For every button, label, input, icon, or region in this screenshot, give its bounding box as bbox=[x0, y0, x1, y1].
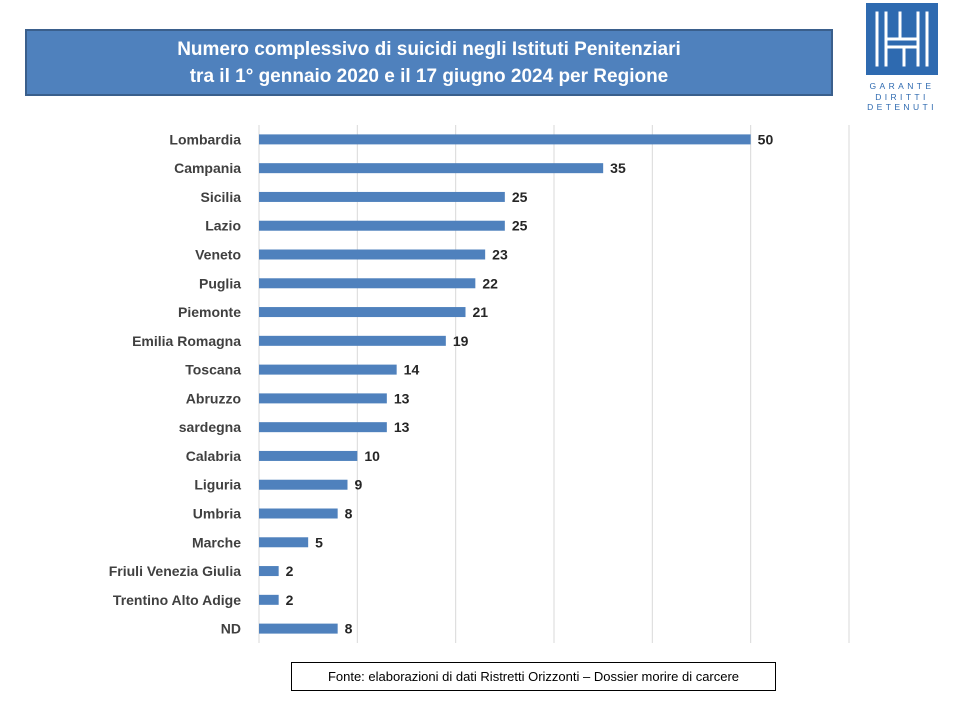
data-label: 2 bbox=[286, 592, 294, 608]
bar bbox=[259, 220, 505, 231]
data-label: 50 bbox=[758, 131, 774, 147]
bar bbox=[259, 623, 338, 634]
data-label: 35 bbox=[610, 160, 626, 176]
category-label: ND bbox=[221, 621, 241, 637]
bar bbox=[259, 307, 466, 318]
bar bbox=[259, 479, 348, 490]
bar bbox=[259, 191, 505, 202]
category-label: Friuli Venezia Giulia bbox=[109, 563, 241, 579]
data-label: 25 bbox=[512, 218, 528, 234]
bar bbox=[259, 278, 476, 289]
category-label: Puglia bbox=[199, 275, 241, 291]
data-label: 5 bbox=[315, 534, 323, 550]
data-label: 25 bbox=[512, 189, 528, 205]
category-label: Sicilia bbox=[201, 189, 242, 205]
chart-title-line-1: Numero complessivo di suicidi negli Isti… bbox=[177, 38, 681, 60]
logo-text-line-3: DETENUTI bbox=[867, 102, 937, 112]
bar bbox=[259, 450, 358, 461]
data-label: 8 bbox=[345, 506, 353, 522]
category-label: Calabria bbox=[186, 448, 241, 464]
category-label: Abruzzo bbox=[186, 390, 241, 406]
bar bbox=[259, 422, 387, 433]
data-label: 9 bbox=[355, 477, 363, 493]
category-label: Umbria bbox=[193, 506, 241, 522]
category-label: Lazio bbox=[205, 218, 241, 234]
logo-text-line-1: GARANTE bbox=[869, 81, 935, 91]
bar bbox=[259, 566, 279, 577]
category-label: Emilia Romagna bbox=[132, 333, 241, 349]
logo-text-line-2: DIRITTI bbox=[875, 91, 929, 102]
logo-emblem bbox=[866, 3, 938, 75]
category-label: Piemonte bbox=[178, 304, 241, 320]
data-label: 13 bbox=[394, 419, 410, 435]
bar bbox=[259, 594, 279, 605]
bar bbox=[259, 134, 751, 145]
category-label: Lombardia bbox=[169, 131, 241, 147]
data-label: 13 bbox=[394, 390, 410, 406]
chart-title-line-2: tra il 1° gennaio 2020 e il 17 giugno 20… bbox=[189, 65, 669, 87]
category-label: sardegna bbox=[179, 419, 241, 435]
bar bbox=[259, 163, 604, 174]
category-label: Toscana bbox=[185, 362, 241, 378]
bar bbox=[259, 537, 309, 548]
bar bbox=[259, 393, 387, 404]
data-label: 2 bbox=[286, 563, 294, 579]
category-label: Liguria bbox=[194, 477, 241, 493]
data-label: 14 bbox=[404, 362, 420, 378]
data-label: 8 bbox=[345, 621, 353, 637]
source-note: Fonte: elaborazioni di dati Ristretti Or… bbox=[291, 662, 776, 691]
category-label: Campania bbox=[174, 160, 241, 176]
data-label: 19 bbox=[453, 333, 469, 349]
chart-title-banner: Numero complessivo di suicidi negli Isti… bbox=[25, 29, 833, 96]
bar bbox=[259, 508, 338, 519]
data-label: 22 bbox=[482, 275, 498, 291]
category-label: Marche bbox=[192, 534, 241, 550]
data-label: 21 bbox=[473, 304, 489, 320]
category-label: Veneto bbox=[195, 247, 241, 263]
data-label: 23 bbox=[492, 247, 508, 263]
data-label: 10 bbox=[364, 448, 380, 464]
logo-wordmark: GARANTE DIRITTI DETENUTI bbox=[863, 81, 941, 113]
bar bbox=[259, 335, 446, 346]
logo-emblem-icon bbox=[875, 11, 929, 67]
garante-logo: GARANTE DIRITTI DETENUTI bbox=[863, 3, 941, 113]
category-label: Trentino Alto Adige bbox=[113, 592, 241, 608]
bar bbox=[259, 249, 486, 260]
bar bbox=[259, 364, 397, 375]
